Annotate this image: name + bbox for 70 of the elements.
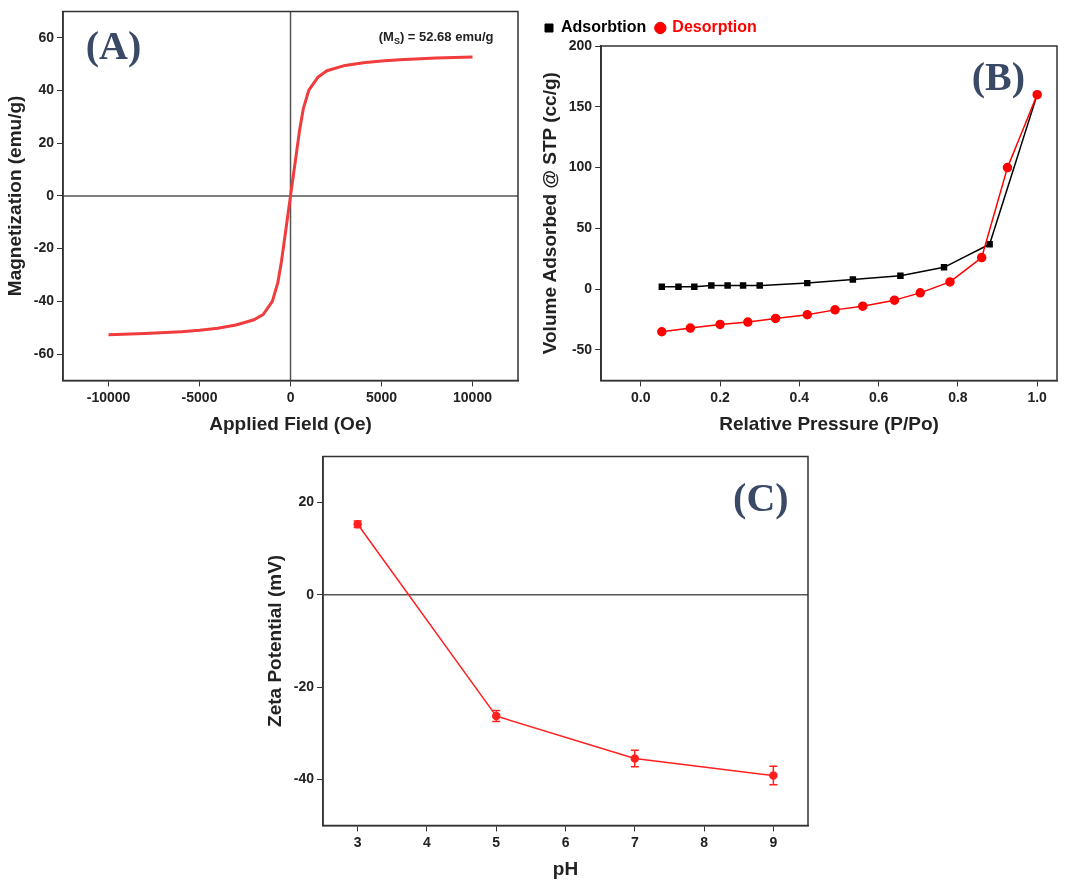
point [940,264,948,271]
x-tick-label: 5 [492,833,501,850]
x-tick-label: 3 [353,833,362,850]
x-tick-label: 8 [700,833,709,850]
point [945,277,955,287]
point [770,313,781,324]
point [739,282,747,289]
point [976,252,987,263]
y-tick-label: 60 [38,28,55,45]
x-tick-label: 9 [769,833,778,850]
x-tick-label: 10000 [453,388,493,405]
legend-label: Desorption [672,18,757,36]
y-tick-label: -50 [571,340,593,357]
x-tick-label: -10000 [86,388,131,405]
y-tick-label: -40 [293,770,315,787]
y-tick-label: 200 [568,36,593,53]
y-tick-label: 20 [38,134,55,151]
y-tick-label: -60 [33,344,55,361]
x-tick-label: 0.2 [710,388,731,405]
y-tick-label: 0 [46,186,55,203]
y-tick-label: 100 [568,158,593,175]
point [915,288,925,298]
point [897,272,904,280]
y-tick-label: 0 [306,585,315,602]
x-tick-label: 7 [630,833,639,850]
point [724,282,731,289]
y-tick-label: 20 [298,493,315,510]
y-axis-title: Volume Adsorbed @ STP (cc/g) [538,72,560,355]
point [986,240,993,248]
legend-label: Adsorbtion [561,18,647,36]
y-tick-label: 0 [584,280,593,297]
y-tick-label: -40 [33,292,55,309]
point [675,283,682,290]
point [858,301,868,311]
annotation: (A) [85,22,142,68]
x-axis-title: Applied Field (Oe) [209,412,372,434]
x-tick-label: -5000 [181,388,218,405]
point [849,276,857,283]
point [756,282,763,289]
point [708,282,715,289]
x-tick-label: 0.8 [948,388,968,405]
point [685,323,696,333]
point [802,309,813,320]
x-tick-label: 0.6 [868,388,889,405]
point [691,283,698,290]
point [715,319,725,330]
y-tick-label: 40 [38,81,55,98]
x-axis-title: Relative Pressure (P/Po) [719,412,939,434]
x-tick-label: 0.0 [631,388,651,405]
y-tick-label: 150 [568,97,593,114]
x-tick-label: 4 [423,833,432,850]
y-tick-label: 50 [576,219,593,236]
x-tick-label: 5000 [365,388,398,405]
point [658,283,666,290]
x-tick-label: 0.4 [789,388,810,405]
point [889,295,900,305]
y-axis-title: Zeta Potential (mV) [263,554,285,727]
point [804,279,811,287]
x-tick-label: 1.0 [1027,388,1048,405]
annotation: (C) [733,475,789,521]
y-tick-label: -20 [293,677,315,694]
y-tick-label: -20 [33,239,55,256]
point [830,305,840,315]
point [657,327,667,337]
x-tick-label: 6 [561,833,570,850]
x-axis-title: pH [552,857,579,879]
annotation: (B) [971,53,1026,99]
point [1002,162,1013,173]
y-axis-title: Magnetization (emu/g) [3,95,25,297]
point [743,317,753,327]
